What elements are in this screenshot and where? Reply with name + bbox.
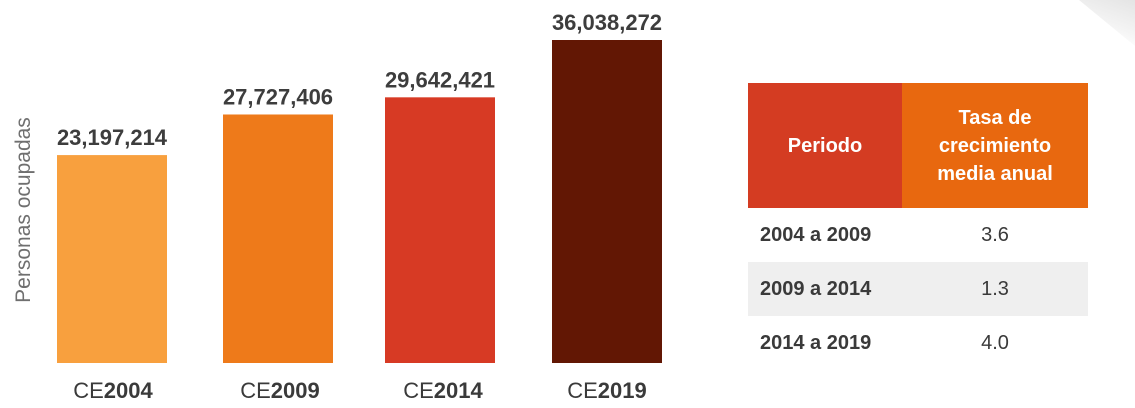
bar-chart: 23,197,214 27,727,406 29,642,421 36,038,272 — [57, 10, 662, 364]
bar-value-label: 27,727,406 — [223, 84, 333, 109]
x-tick-label-ce2019: CE2019 — [567, 378, 647, 403]
corner-decoration — [1079, 0, 1135, 46]
table-row: 2014 a 2019 4.0 — [748, 316, 1088, 370]
bar-value-label: 36,038,272 — [552, 10, 662, 35]
rate-cell: 4.0 — [981, 331, 1009, 354]
period-cell: 2009 a 2014 — [748, 262, 902, 316]
rate-cell: 1.3 — [902, 262, 1088, 316]
table-header-row: Periodo Tasa de crecimiento media anual — [748, 83, 1088, 208]
period-cell: 2014 a 2019 — [760, 331, 872, 354]
table-row: 2009 a 2014 1.3 — [748, 262, 1088, 316]
x-tick-label-ce2009: CE2009 — [240, 378, 320, 403]
bar-ce2014 — [385, 97, 495, 364]
bar-ce2004 — [57, 155, 167, 363]
rate-cell: 3.6 — [981, 223, 1009, 246]
x-tick-label-ce2014: CE2014 — [403, 378, 483, 403]
y-axis-label: Personas ocupadas — [12, 117, 35, 303]
table-row: 2004 a 2009 3.6 — [748, 208, 1088, 262]
bar-ce2009 — [223, 114, 333, 363]
bar-ce2019 — [552, 40, 662, 363]
growth-rate-table: Periodo Tasa de crecimiento media anual … — [748, 83, 1088, 370]
period-cell: 2004 a 2009 — [760, 223, 872, 246]
bar-value-label: 23,197,214 — [57, 125, 168, 150]
header-periodo: Periodo — [748, 83, 902, 208]
bar-value-label: 29,642,421 — [385, 67, 495, 92]
header-tasa-crecimiento: Tasa de crecimiento media anual — [902, 83, 1088, 208]
x-tick-label-ce2004: CE2004 — [73, 378, 153, 403]
